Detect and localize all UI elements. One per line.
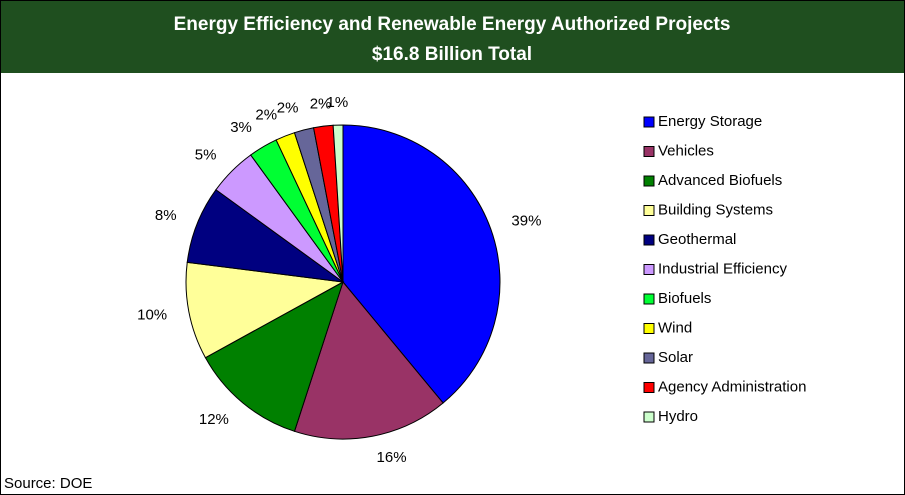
pie-slice	[204, 280, 344, 432]
data-label: 1%	[327, 94, 349, 111]
data-label: 8%	[155, 207, 177, 224]
legend-swatch	[643, 293, 655, 305]
legend-label: Wind	[658, 319, 692, 336]
data-label: 12%	[199, 411, 229, 428]
data-label: 16%	[377, 449, 407, 466]
source: Source: DOE	[4, 475, 92, 492]
legend-label: Solar	[658, 349, 693, 366]
legend-swatch	[643, 264, 655, 275]
pie-slice	[342, 124, 501, 404]
legend-label: Advanced Biofuels	[658, 172, 782, 189]
legend-label: Hydro	[658, 408, 698, 425]
legend-label: Biofuels	[658, 290, 711, 307]
legend-swatch	[643, 146, 655, 157]
legend-label: Building Systems	[658, 201, 773, 218]
data-label: 2%	[255, 107, 277, 124]
pie-slice	[332, 124, 344, 283]
legend-swatch	[643, 352, 655, 364]
data-label: 39%	[511, 212, 541, 229]
data-label: 5%	[195, 146, 217, 163]
chart-subtitle: $16.8 Billion Total	[372, 44, 532, 65]
legend-swatch	[643, 234, 655, 246]
legend-label: Vehicles	[658, 142, 714, 159]
legend-label: Geothermal	[658, 231, 736, 248]
data-label: 3%	[230, 119, 252, 136]
legend-label: Industrial Efficiency	[658, 260, 787, 277]
title-bar	[1, 1, 904, 73]
legend-label: Agency Administration	[658, 378, 806, 395]
legend-swatch	[643, 323, 655, 334]
data-label: 2%	[277, 100, 299, 117]
legend-label: Energy Storage	[658, 113, 762, 130]
legend-swatch	[643, 382, 655, 393]
legend-swatch	[643, 411, 655, 423]
data-label: 10%	[137, 307, 167, 324]
data-label: 2%	[310, 95, 332, 112]
pie-slice	[185, 261, 345, 359]
pie-slice	[293, 280, 444, 440]
legend-swatch	[643, 175, 655, 187]
legend-swatch	[643, 205, 655, 216]
legend-swatch	[643, 116, 655, 128]
chart-title: Energy Efficiency and Renewable Energy A…	[174, 14, 731, 35]
